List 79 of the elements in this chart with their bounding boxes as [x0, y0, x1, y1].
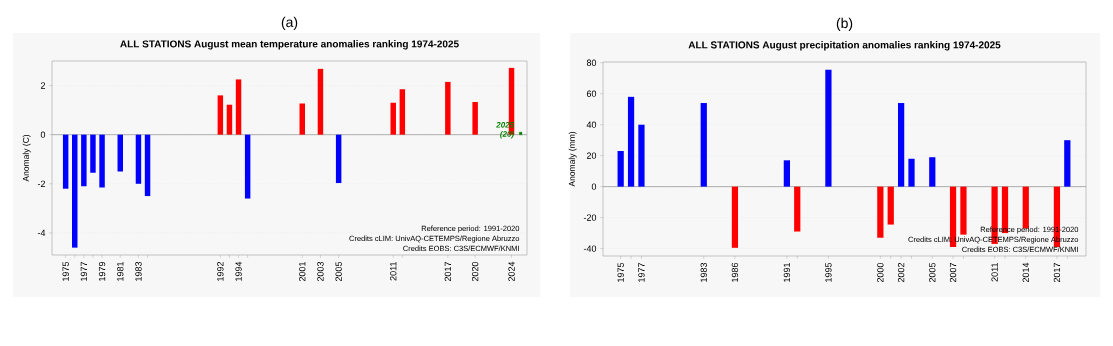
- bar: [877, 186, 884, 238]
- x-tick-label: 2024: [508, 261, 515, 282]
- y-tick-label: -2: [37, 180, 46, 187]
- bar: [700, 103, 707, 187]
- x-tick-label: 2014: [1022, 262, 1029, 283]
- y-tick-label: -4: [37, 229, 46, 236]
- y-tick-label: 20: [586, 152, 597, 159]
- bar: [62, 134, 69, 189]
- bar: [638, 124, 645, 187]
- bar: [226, 104, 233, 135]
- bar: [627, 96, 635, 187]
- annotation: (20): [500, 130, 514, 139]
- y-tick-label: -20: [583, 214, 597, 221]
- y-tick-label: 0: [40, 131, 46, 138]
- chart-title: ALL STATIONS August precipitation anomalies ranking 1974-2025: [688, 41, 1001, 51]
- text: (b): [836, 17, 853, 31]
- x-tick-label: 2017: [444, 262, 452, 282]
- x-tick-label: 2020: [471, 261, 479, 282]
- x-tick-label: 2007: [949, 262, 957, 283]
- bar: [1064, 140, 1071, 187]
- bar: [731, 186, 739, 248]
- y-tick-label: 40: [586, 121, 597, 128]
- x-tick-label: 1991: [783, 262, 791, 282]
- x-tick-label: 1983: [135, 261, 142, 281]
- x-tick-label: 1977: [638, 262, 645, 282]
- bar: [72, 134, 78, 248]
- bar: [317, 68, 324, 135]
- x-tick-label: 2011: [991, 262, 998, 282]
- y-tick-label: 60: [586, 90, 597, 97]
- y-tick-label: -40: [583, 245, 597, 252]
- bar: [399, 89, 406, 135]
- y-axis-title: Anomaly (mm): [568, 131, 577, 187]
- x-tick-label: 2005: [335, 261, 342, 282]
- bar: [617, 151, 624, 187]
- x-tick-label: 1986: [731, 262, 739, 282]
- bar: [908, 158, 915, 187]
- x-tick-label: 2002: [897, 262, 905, 283]
- bar: [117, 134, 123, 172]
- bar: [244, 134, 251, 199]
- x-tick-label: 1994: [235, 261, 242, 281]
- y-axis-title: Anomaly (C): [22, 134, 31, 182]
- x-tick-label: 1977: [80, 262, 88, 281]
- text: (a): [281, 16, 298, 30]
- x-tick-label: 1992: [217, 262, 224, 281]
- bar: [390, 102, 396, 135]
- bar: [235, 79, 242, 135]
- y-tick-label: 80: [586, 59, 597, 66]
- x-tick-label: 2017: [1053, 262, 1061, 283]
- x-tick-label: 2011: [390, 261, 397, 281]
- x-tick-label: 1975: [62, 261, 69, 281]
- bar: [99, 134, 105, 188]
- bar: [960, 186, 967, 235]
- x-tick-label: 1995: [825, 262, 832, 282]
- bar: [929, 157, 936, 187]
- y-tick-label: 2: [40, 82, 46, 89]
- bar: [144, 134, 151, 197]
- bar: [81, 134, 87, 187]
- x-tick-label: 2000: [877, 262, 884, 283]
- bar: [898, 103, 905, 187]
- x-tick-label: 2001: [299, 261, 306, 282]
- x-tick-label: 1979: [98, 261, 106, 281]
- x-tick-label: 2003: [317, 261, 324, 282]
- bar: [825, 69, 832, 187]
- bar: [217, 95, 224, 135]
- bar: [335, 134, 342, 184]
- bar: [445, 81, 451, 135]
- chart-title: ALL STATIONS August mean temperature anomalies ranking 1974-2025: [120, 40, 459, 50]
- x-tick-label: 1975: [617, 262, 624, 282]
- x-tick-label: 1981: [117, 261, 124, 281]
- bar: [783, 160, 790, 187]
- y-tick-label: 0: [591, 183, 597, 190]
- bar: [887, 186, 894, 225]
- bar: [794, 186, 801, 232]
- bar: [90, 134, 96, 173]
- x-tick-label: 1983: [700, 262, 707, 282]
- bar: [299, 103, 305, 135]
- bar: [135, 134, 142, 184]
- bar: [472, 102, 478, 135]
- x-tick-label: 2005: [929, 262, 936, 283]
